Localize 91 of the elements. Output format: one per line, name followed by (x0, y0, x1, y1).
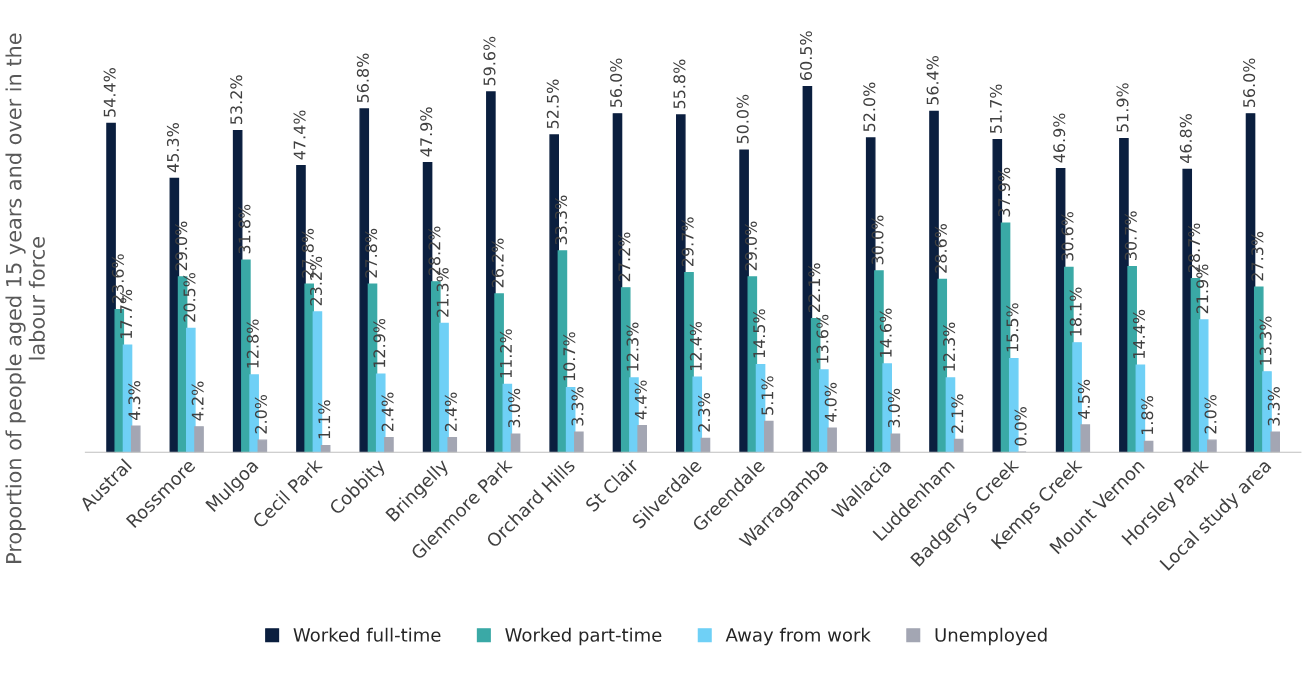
data-label: 12.3% (943, 322, 956, 371)
bar (194, 426, 204, 453)
data-label: 2.1% (951, 394, 964, 433)
data-label: 2.4% (381, 392, 394, 432)
bar (637, 424, 647, 453)
bar (320, 444, 331, 453)
data-label: 29.0% (175, 221, 188, 271)
data-label: 28.6% (934, 224, 947, 273)
data-label: 52.0% (863, 82, 876, 132)
data-label: 52.5% (546, 79, 559, 129)
data-label: 45.3% (166, 123, 179, 173)
bar (953, 438, 964, 453)
bar (447, 437, 458, 453)
data-label: 11.2% (499, 329, 512, 378)
data-label: 47.4% (293, 110, 306, 160)
data-label: 50.0% (736, 94, 749, 144)
data-label: 3.3% (1267, 387, 1280, 426)
data-label: 20.5% (183, 272, 196, 322)
data-label: 3.0% (508, 388, 521, 428)
data-label: 37.9% (998, 167, 1011, 217)
data-label: 13.6% (816, 314, 829, 363)
data-label: 51.9% (1116, 83, 1129, 132)
data-label: 27.3% (1251, 231, 1264, 281)
data-label: 29.7% (681, 217, 694, 267)
data-label: 51.7% (989, 84, 1002, 134)
data-label: 60.5% (799, 31, 813, 80)
data-label: 47.9% (420, 107, 433, 157)
data-label: 4.5% (1077, 379, 1090, 419)
bar (1143, 440, 1154, 453)
bar (574, 431, 584, 453)
data-label: 33.3% (554, 195, 568, 245)
data-label: 4.2% (191, 381, 204, 421)
data-label: 30.7% (1124, 211, 1137, 260)
data-label: 46.8% (1179, 114, 1192, 164)
data-label: 12.8% (246, 319, 259, 368)
bar (130, 425, 141, 453)
data-label: 2.0% (254, 394, 267, 434)
data-label: 2.4% (444, 392, 457, 432)
data-label: 15.5% (1006, 303, 1019, 352)
data-label: 59.6% (483, 36, 496, 86)
data-label: 27.8% (365, 228, 378, 278)
data-label: 14.4% (1132, 309, 1146, 358)
bar (1080, 424, 1091, 453)
data-label: 56.8% (356, 53, 369, 103)
bar (763, 420, 774, 453)
data-label: 3.0% (887, 388, 901, 428)
legend-label: Worked part-time (505, 627, 662, 646)
bar (827, 427, 837, 453)
bar (1270, 431, 1281, 453)
data-label: 2.3% (698, 393, 711, 432)
data-label: 46.9% (1053, 113, 1066, 163)
data-label: 30.6% (1061, 211, 1074, 261)
data-label: 2.0% (1204, 394, 1217, 434)
data-label: 4.0% (824, 382, 837, 422)
data-label: 29.0% (744, 221, 757, 271)
legend-label: Worked full-time (293, 627, 441, 642)
legend-label: Unemployed (935, 627, 1047, 646)
data-label: 10.7% (563, 332, 576, 381)
data-label: 0.0% (1014, 407, 1027, 446)
data-label: 5.1% (761, 376, 774, 415)
data-label: 18.1% (1069, 287, 1082, 336)
data-label: 3.3% (571, 387, 584, 426)
data-label: 56.4% (926, 55, 939, 105)
data-label: 12.9% (373, 318, 386, 367)
data-label: 31.8% (238, 204, 251, 254)
data-label: 26.2% (491, 238, 504, 288)
legend-label: Away from work (725, 627, 871, 646)
data-label: 12.4% (689, 321, 702, 370)
data-label: 14.5% (753, 309, 766, 358)
data-label: 22.1% (808, 263, 821, 312)
data-label: 13.3% (1259, 316, 1272, 365)
data-label: 55.8% (673, 59, 686, 109)
data-label: 54.4% (103, 68, 116, 117)
data-label: 1.1% (318, 400, 331, 439)
bar (890, 433, 901, 453)
data-label: 4.4% (634, 380, 647, 420)
bar (384, 437, 394, 453)
bar (700, 437, 711, 453)
bar (510, 433, 521, 453)
data-label: 56.0% (1243, 58, 1256, 108)
data-label: 27.2% (618, 232, 631, 282)
data-label: 30.0% (871, 215, 884, 265)
data-label: 14.6% (879, 308, 892, 357)
bar (257, 439, 268, 453)
data-label: 56.0% (610, 58, 623, 108)
data-label: 12.3% (626, 322, 639, 371)
y-axis-title: Proportion of people aged 15 years and over in the labour force (5, 33, 45, 563)
data-label: 4.3% (128, 381, 141, 420)
data-label: 53.2% (230, 75, 243, 124)
data-label: 1.8% (1141, 396, 1154, 435)
bar (1207, 439, 1217, 453)
